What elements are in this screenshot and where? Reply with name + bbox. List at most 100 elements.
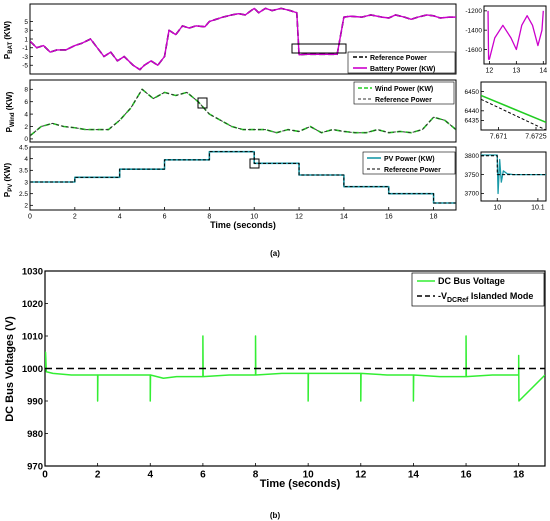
pv-x-tick-label-8: 16 — [385, 214, 393, 221]
pv-x-tick-label-5: 10 — [250, 214, 258, 221]
dc-y-tick-label-6: 1030 — [22, 266, 43, 277]
wind-zoom-frame — [480, 81, 547, 131]
battery-zoom-frame — [483, 5, 547, 65]
legend-label-wind-ref: Reference Power — [375, 97, 432, 104]
wind_zoom-x-tick-label-0: 7.671 — [490, 134, 508, 141]
battery-zoom-x-ticks: 12 13 14 — [485, 61, 547, 75]
pv-zoom-inset: 3800 3750 3700 10 10.1 — [465, 151, 547, 212]
wind-zoom-y-ticks: 6450 6440 6435 — [465, 89, 484, 125]
pv-y-tick-label-4: 4 — [24, 156, 28, 163]
pv-x-tick-label-4: 8 — [207, 214, 211, 221]
wind_zoom-y-tick-label-1: 6440 — [465, 108, 480, 115]
pv_zoom-x-tick-label-1: 10.1 — [531, 205, 545, 212]
dc-y-tick-label-5: 1020 — [22, 299, 43, 310]
pv_zoom-series-line-1 — [481, 155, 546, 176]
pv-x-tick-label-0: 0 — [28, 214, 32, 221]
bat_zoom-x-tick-label-2: 14 — [539, 68, 547, 75]
pv-x-tick-label-7: 14 — [340, 214, 348, 221]
dc-x-tick-label-8: 16 — [460, 470, 472, 481]
bat-y-tick-label-4: 3 — [24, 28, 28, 35]
wind-legend: Wind Power (KW) Reference Power — [353, 81, 455, 105]
bat_zoom-y-tick-label-0: -1200 — [465, 8, 482, 15]
pv-y-tick-label-3: 3.5 — [19, 168, 28, 175]
pv-y-ticks: 2 2.5 3 3.5 4 4.5 — [19, 144, 33, 210]
wind-zoom-lines — [481, 94, 546, 130]
pv_zoom-y-tick-label-2: 3700 — [465, 191, 480, 198]
pv-zoom-y-ticks: 3800 3750 3700 — [465, 153, 484, 198]
wind-series-lines — [30, 88, 456, 137]
dc-legend: DC Bus Voltage -VDCRef Islanded Mode — [411, 272, 545, 307]
dc-x-tick-label-1: 2 — [95, 470, 101, 481]
battery-y-ticks: -5 -3 -1 13 5 — [22, 19, 33, 70]
bat_zoom-x-tick-label-1: 13 — [512, 68, 520, 75]
wind-y-tick-label-1: 2 — [24, 124, 28, 131]
dc-y-tick-label-2: 990 — [27, 396, 43, 407]
pv-x-tick-label-2: 4 — [118, 214, 122, 221]
dc-y-tick-label-0: 970 — [27, 461, 43, 472]
pv-x-tick-label-3: 6 — [163, 214, 167, 221]
legend-label-pv-ref: Referecne Power — [384, 167, 441, 174]
pv-zoom-x-ticks: 10 10.1 — [493, 198, 545, 212]
dc-y-ticks: 970 980 990 1000 1010 1020 1030 — [22, 266, 48, 472]
wind-y-tick-label-4: 8 — [24, 87, 28, 94]
battery-y-label: PBAT (KW) — [3, 21, 14, 59]
bat_zoom-y-tick-label-1: -1400 — [465, 27, 482, 34]
bat-y-tick-label-3: 1 — [24, 36, 28, 43]
pv_zoom-x-tick-label-0: 10 — [493, 205, 501, 212]
pv-x-tick-label-6: 12 — [295, 214, 303, 221]
wind_zoom-series-line-0 — [481, 94, 546, 124]
dc-x-tick-label-3: 6 — [200, 470, 206, 481]
pv-y-tick-label-1: 2.5 — [19, 191, 28, 198]
dc-y-tick-label-1: 980 — [27, 429, 43, 440]
wind-y-label: PWind (KW) — [5, 91, 16, 132]
battery-zoom-y-ticks: -1200 -1400 -1600 — [465, 8, 487, 54]
dc-x-ticks: 0 2 4 6 8 10 12 14 16 18 — [42, 463, 525, 481]
wind_zoom-series-line-1 — [481, 98, 546, 130]
bat-y-tick-label-5: 5 — [24, 19, 28, 26]
pv-y-tick-label-5: 4.5 — [19, 144, 28, 151]
pv-power-plot: 22.533.544.5 0 2 4 6 8 10 12 14 16 18 PPV (KW) Ti… — [3, 144, 457, 230]
dc-x-tick-label-6: 12 — [355, 470, 367, 481]
dc-x-tick-label-0: 0 — [42, 470, 48, 481]
legend-label-vref: -VDCRef Islanded Mode — [438, 291, 533, 304]
pv-y-label: PPV (KW) — [3, 163, 14, 198]
wind-zoom-inset: 6450 6440 6435 7.671 7.6725 — [465, 81, 547, 141]
bat-y-tick-label-0: -5 — [22, 63, 28, 70]
wind-y-tick-label-3: 6 — [24, 99, 28, 106]
wind-zoom-marker — [197, 97, 208, 109]
caption-a: (a) — [270, 249, 280, 258]
dc-series-line-0 — [45, 335, 545, 402]
dc-x-tick-label-2: 4 — [147, 470, 153, 481]
dc-bus-plot: 970 980 990 1000 1010 1020 1030 0 2 4 6 8 10 12 14 16 1… — [4, 266, 546, 490]
battery-zoom-line — [487, 10, 544, 60]
dc-x-tick-label-4: 8 — [253, 470, 259, 481]
pv-zoom-lines — [481, 154, 546, 195]
legend-label-battery: Battery Power (KW) — [370, 66, 435, 73]
pv-x-tick-label-9: 18 — [430, 214, 438, 221]
battery-zoom-marker — [291, 43, 347, 54]
legend-label-reference: Reference Power — [370, 55, 427, 62]
wind-y-tick-label-0: 0 — [24, 136, 28, 143]
bat-series-line-1 — [30, 7, 456, 71]
pv-x-axis-label: Time (seconds) — [210, 220, 276, 230]
legend-label-pv: PV Power (KW) — [384, 156, 435, 163]
wind-y-tick-label-2: 4 — [24, 111, 28, 118]
dc-y-axis-label: DC Bus Voltages (V) — [4, 316, 16, 422]
wind_zoom-y-tick-label-2: 6435 — [465, 118, 480, 125]
pv_zoom-y-tick-label-0: 3800 — [465, 153, 480, 160]
pv-y-tick-label-2: 3 — [24, 179, 28, 186]
caption-b: (b) — [270, 511, 281, 520]
bat_zoom-series-line-0 — [487, 10, 544, 60]
pv-x-ticks: 0 2 4 6 8 10 12 14 16 18 — [28, 207, 438, 221]
bat_zoom-x-tick-label-0: 12 — [485, 68, 493, 75]
bat_zoom-y-tick-label-2: -1600 — [465, 47, 482, 54]
battery-zoom-inset: -1200 -1400 -1600 12 13 14 — [465, 5, 547, 75]
dc-x-tick-label-9: 18 — [513, 470, 525, 481]
legend-label-dc: DC Bus Voltage — [438, 276, 505, 286]
pv-series-line-1 — [30, 151, 456, 204]
wind-y-ticks: 0 2 4 6 8 — [24, 87, 33, 143]
wind-series-line-1 — [30, 88, 456, 137]
battery-power-plot: -5 -3 -1 13 5 PBAT (KW) Reference Power Batt… — [3, 3, 457, 75]
dc-x-axis-label: Time (seconds) — [260, 478, 341, 490]
